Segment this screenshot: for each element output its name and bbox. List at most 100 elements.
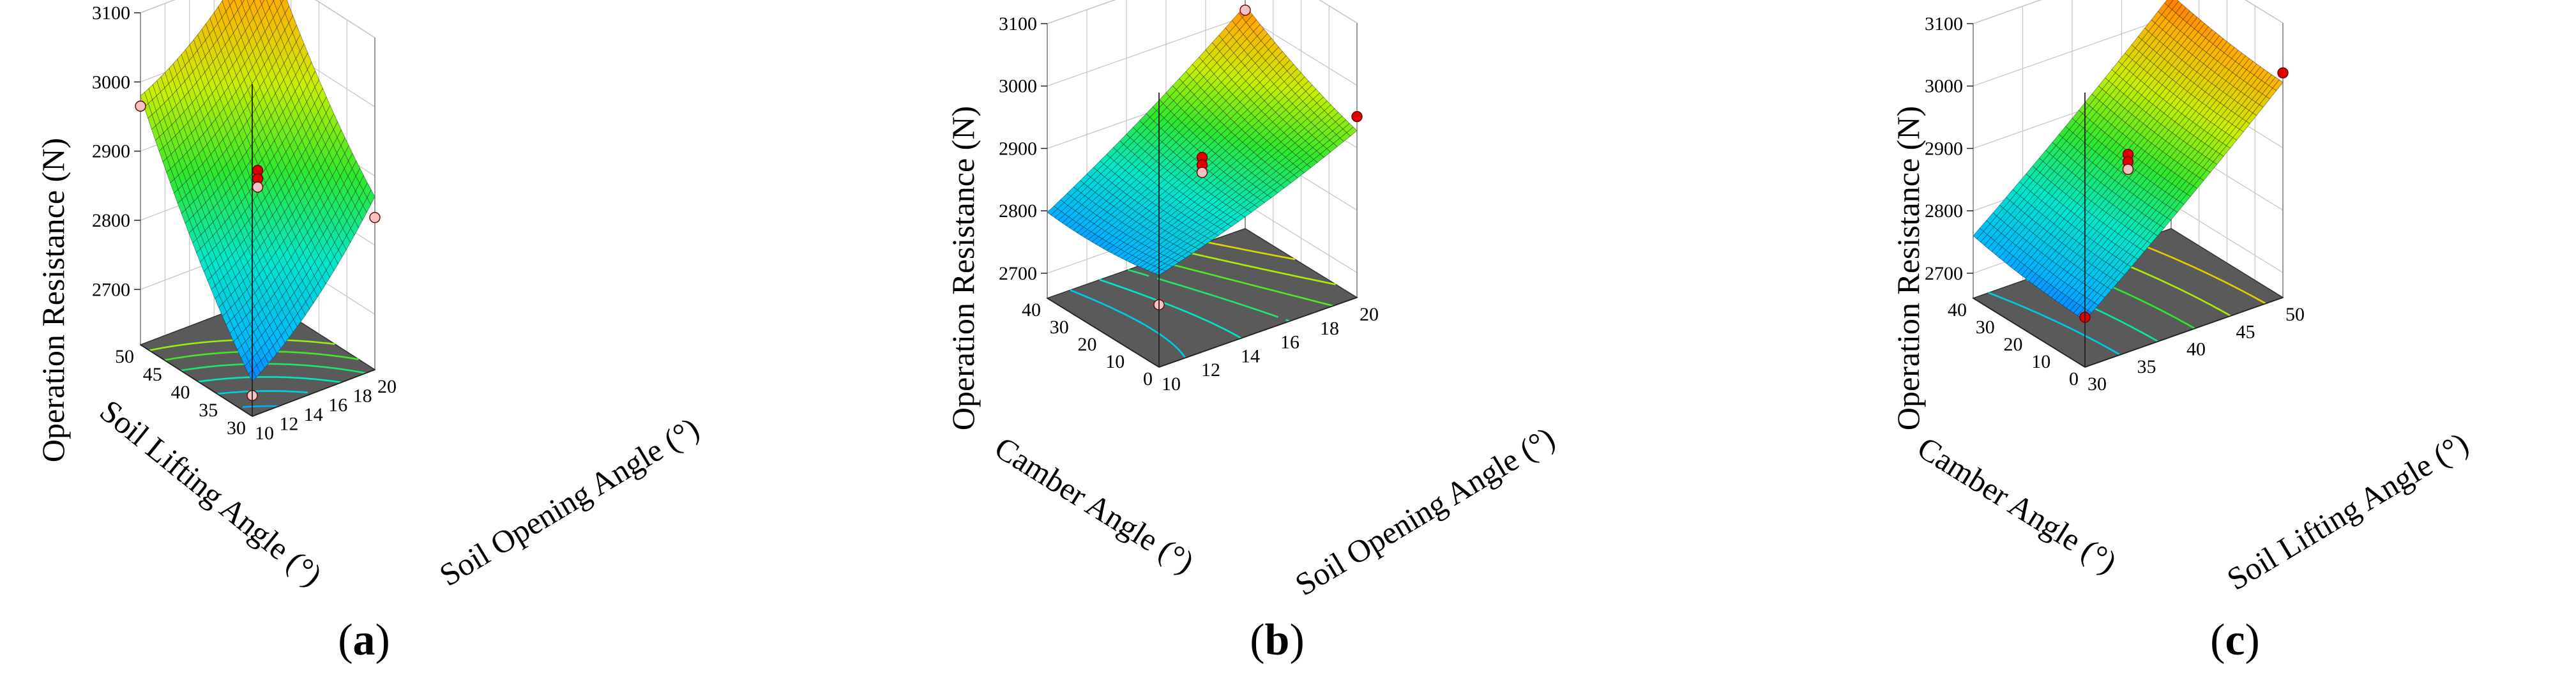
design-point — [369, 211, 381, 223]
z-tick-label: 3000 — [999, 76, 1037, 97]
z-axis-title: Operation Resistance (N) — [945, 106, 981, 430]
design-point — [2122, 163, 2134, 175]
contour-line — [1206, 241, 1296, 261]
y-tick-label: 10 — [255, 423, 274, 444]
design-point — [2277, 67, 2289, 79]
y-tick-label: 45 — [2236, 321, 2255, 342]
x-tick-label: 0 — [1143, 368, 1153, 389]
tick-labels: 2700 2800 2900 3000 3100 30 35 40 45 50 10 12 14 16 18… — [92, 3, 397, 444]
y-axis-line — [252, 369, 375, 417]
x-axis-line — [1973, 298, 2086, 368]
x-tick-label: 10 — [1105, 351, 1125, 372]
design-points — [2079, 67, 2289, 323]
x-tick-label: 20 — [2004, 334, 2023, 355]
z-tick-label: 3100 — [999, 13, 1037, 34]
wall-gridline — [1973, 0, 2284, 24]
front-edges — [1047, 93, 1358, 368]
x-tick-label: 30 — [1050, 317, 1069, 338]
surface-cell — [240, 0, 245, 4]
surface-cell — [1155, 269, 1167, 276]
response-surface — [140, 0, 375, 382]
design-point — [252, 181, 264, 193]
tick-labels: 2700 2800 2900 3000 3100 0 10 20 30 40 30 35 40 45 50 — [1925, 13, 2305, 395]
z-tick-label: 2900 — [999, 138, 1037, 159]
z-tick-label: 2800 — [1925, 200, 1963, 222]
caption-b: (b) — [1250, 616, 1305, 665]
x-tick-label: 20 — [1078, 334, 1097, 355]
contour-line — [1128, 269, 1291, 322]
wall-gridline — [1047, 0, 1358, 24]
y-tick-label: 10 — [1162, 374, 1181, 395]
design-point — [1351, 110, 1363, 123]
x-tick-label: 10 — [2031, 351, 2050, 372]
z-axis-title: Operation Resistance (N) — [1890, 106, 1926, 430]
z-tick-label: 2700 — [92, 279, 130, 300]
floor-contours — [149, 338, 367, 408]
y-tick-label: 30 — [2087, 374, 2107, 395]
caption-c: (c) — [2210, 616, 2260, 665]
x-tick-label: 40 — [1948, 299, 1967, 321]
x-tick-label: 45 — [143, 364, 162, 385]
front-edges — [140, 84, 375, 417]
caption-a: (a) — [338, 616, 390, 665]
tick-labels: 2700 2800 2900 3000 3100 0 10 20 30 40 10 12 14 16 18 2… — [999, 13, 1379, 395]
y-tick-label: 35 — [2137, 356, 2156, 377]
x-axis-line — [1047, 298, 1160, 368]
y-tick-label: 50 — [2285, 304, 2305, 325]
x-tick-label: 30 — [227, 418, 246, 439]
x-tick-label: 40 — [171, 382, 190, 403]
z-tick-label: 3000 — [1925, 76, 1963, 97]
z-tick-label: 2700 — [1925, 263, 1963, 284]
surface-plot-b: 2700 2800 2900 3000 3100 0 10 20 30 40 10 12 14 16 18 2… — [945, 0, 1561, 665]
panel-a: 2700 2800 2900 3000 3100 30 35 40 45 50 10 12 14 16 18… — [0, 0, 859, 680]
x-axis-line — [140, 344, 253, 417]
x-axis-title: Camber Angle (°) — [1911, 430, 2123, 580]
x-tick-label: 50 — [115, 346, 134, 367]
contour-line — [1070, 289, 1186, 359]
panel-c: 2700 2800 2900 3000 3100 0 10 20 30 40 30 35 40 45 50 … — [1718, 0, 2576, 680]
wall-gridline — [140, 0, 375, 38]
design-point — [1196, 167, 1208, 178]
z-tick-label: 2900 — [1925, 138, 1963, 159]
surface-plot-a: 2700 2800 2900 3000 3100 30 35 40 45 50 10 12 14 16 18… — [35, 0, 705, 665]
front-edges — [1973, 93, 2284, 368]
z-tick-label: 3100 — [1925, 13, 1963, 34]
y-tick-label: 40 — [2186, 339, 2206, 360]
design-point — [1239, 4, 1251, 16]
contour-line — [1988, 292, 2121, 356]
contour-line — [1181, 250, 1336, 285]
surface-plot-c: 270028002900300031000102030403035404550 … — [1890, 0, 2474, 665]
z-tick-label: 2800 — [92, 210, 130, 231]
x-tick-label: 30 — [1976, 317, 1995, 338]
y-axis-line — [2084, 297, 2284, 368]
x-axis-title: Camber Angle (°) — [989, 430, 1201, 580]
contour-line — [242, 405, 279, 408]
x-tick-label: 35 — [199, 400, 218, 421]
z-tick-label: 2900 — [92, 141, 130, 162]
y-axis-line — [1158, 297, 1358, 368]
x-tick-label: 0 — [2069, 368, 2079, 389]
y-tick-label: 12 — [279, 413, 298, 434]
z-tick-label: 2800 — [999, 200, 1037, 222]
y-tick-label: 18 — [353, 386, 372, 407]
y-axis-title: Soil Opening Angle (°) — [433, 410, 705, 593]
design-points — [135, 100, 381, 402]
contour-line — [198, 376, 342, 384]
z-axis-title: Operation Resistance (N) — [35, 138, 71, 462]
y-tick-label: 14 — [304, 404, 323, 425]
y-tick-label: 20 — [1360, 304, 1379, 325]
y-tick-label: 18 — [1320, 318, 1339, 339]
response-surface — [1973, 0, 2284, 321]
y-axis-title: Soil Opening Angle (°) — [1289, 419, 1561, 602]
surface-cell — [280, 0, 284, 4]
panel-b: 2700 2800 2900 3000 3100 0 10 20 30 40 10 12 14 16 18 2… — [859, 0, 1718, 680]
y-axis-title: Soil Lifting Angle (°) — [2221, 425, 2474, 597]
z-tick-label: 3100 — [92, 3, 130, 24]
design-point — [135, 100, 146, 112]
y-tick-label: 16 — [328, 395, 347, 416]
y-tick-label: 12 — [1201, 359, 1220, 381]
y-tick-label: 20 — [377, 376, 397, 397]
z-tick-label: 3000 — [92, 72, 130, 93]
y-tick-label: 16 — [1280, 332, 1299, 353]
